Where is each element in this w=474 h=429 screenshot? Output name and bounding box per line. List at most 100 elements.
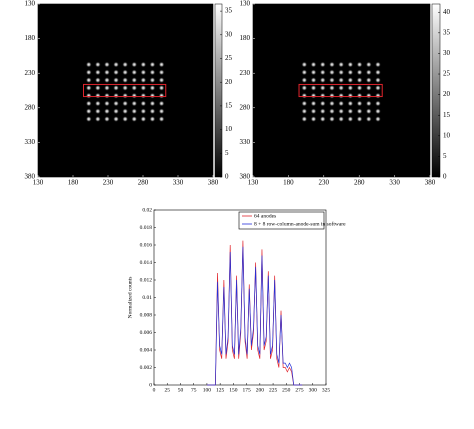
axes-frame — [37, 3, 214, 178]
colorbar-tick-label: 15 — [443, 111, 451, 119]
x-tick-label: 125 — [216, 387, 225, 393]
colorbar-tick-label: 35 — [225, 7, 233, 15]
y-tick-label: 0.016 — [140, 242, 153, 248]
spot — [131, 100, 138, 107]
spot — [113, 61, 120, 68]
spot — [122, 61, 129, 68]
spot — [103, 116, 110, 123]
spot — [140, 77, 147, 84]
spot — [374, 77, 381, 84]
colorbar-tick-label: 15 — [225, 102, 233, 110]
spot — [319, 61, 326, 68]
spot — [113, 108, 120, 115]
spot — [347, 77, 354, 84]
x-tick-label: 380 — [208, 179, 219, 187]
spot — [365, 61, 372, 68]
spot — [113, 69, 120, 76]
spot — [328, 108, 335, 115]
spot — [301, 84, 308, 91]
spot — [310, 116, 317, 123]
x-tick-label: 230 — [103, 179, 114, 187]
spot — [140, 61, 147, 68]
x-tick-label: 180 — [283, 179, 294, 187]
spot — [310, 100, 317, 107]
spot — [158, 100, 165, 107]
spot — [149, 116, 156, 123]
spot — [328, 116, 335, 123]
spot — [140, 108, 147, 115]
colorbar — [214, 3, 223, 178]
spot — [149, 92, 156, 99]
x-tick-label: 330 — [173, 179, 184, 187]
y-tick-label: 280 — [240, 103, 251, 111]
spot — [338, 69, 345, 76]
colorbar-tick-label: 0 — [443, 173, 447, 181]
spot — [374, 108, 381, 115]
series-line — [206, 240, 303, 386]
spot — [347, 61, 354, 68]
spot — [356, 100, 363, 107]
spot — [131, 61, 138, 68]
spot — [338, 116, 345, 123]
axes-frame — [252, 3, 431, 178]
series-line — [206, 246, 303, 386]
spot — [158, 116, 165, 123]
axes-frame — [153, 209, 327, 386]
colorbar-tick-label: 0 — [225, 173, 229, 181]
spot — [338, 92, 345, 99]
spot — [149, 108, 156, 115]
spot — [140, 69, 147, 76]
spot — [113, 92, 120, 99]
spot — [328, 100, 335, 107]
spot — [85, 100, 92, 107]
spot — [158, 84, 165, 91]
spot — [338, 61, 345, 68]
spot — [94, 108, 101, 115]
spot — [122, 100, 129, 107]
spot — [122, 116, 129, 123]
y-tick-label: 380 — [240, 173, 251, 181]
spot — [122, 84, 129, 91]
spot — [356, 84, 363, 91]
spot — [85, 77, 92, 84]
spot — [103, 61, 110, 68]
spot — [140, 92, 147, 99]
spot — [122, 69, 129, 76]
spot — [301, 61, 308, 68]
spot — [365, 69, 372, 76]
spot — [301, 108, 308, 115]
spot — [365, 108, 372, 115]
y-tick-label: 330 — [25, 138, 36, 146]
spot — [85, 92, 92, 99]
x-tick-label: 230 — [319, 179, 330, 187]
x-tick-label: 300 — [309, 387, 318, 393]
colorbar-tick-label: 35 — [443, 28, 451, 36]
spot — [328, 61, 335, 68]
spot — [356, 61, 363, 68]
y-tick-label: 130 — [25, 0, 36, 8]
spot — [319, 92, 326, 99]
legend-label: 64 anodes — [254, 213, 276, 219]
spot — [356, 69, 363, 76]
spot — [149, 100, 156, 107]
colorbar-tick-label: 25 — [443, 70, 451, 78]
spot — [374, 69, 381, 76]
spot — [94, 92, 101, 99]
spot — [113, 77, 120, 84]
y-tick-label: 180 — [240, 34, 251, 42]
spot — [319, 77, 326, 84]
spot — [319, 84, 326, 91]
spot — [85, 84, 92, 91]
legend-label: 8 + 8 row-column-anode-sum in software — [254, 220, 346, 227]
spot — [301, 100, 308, 107]
x-tick-label: 175 — [242, 387, 251, 393]
y-tick-label: 0.02 — [142, 207, 152, 213]
spot — [122, 77, 129, 84]
spot — [85, 116, 92, 123]
x-tick-label: 150 — [229, 387, 238, 393]
spot — [113, 100, 120, 107]
spot — [338, 77, 345, 84]
x-tick-label: 75 — [191, 387, 197, 393]
colorbar-tick-label: 10 — [443, 131, 451, 139]
spot — [310, 61, 317, 68]
